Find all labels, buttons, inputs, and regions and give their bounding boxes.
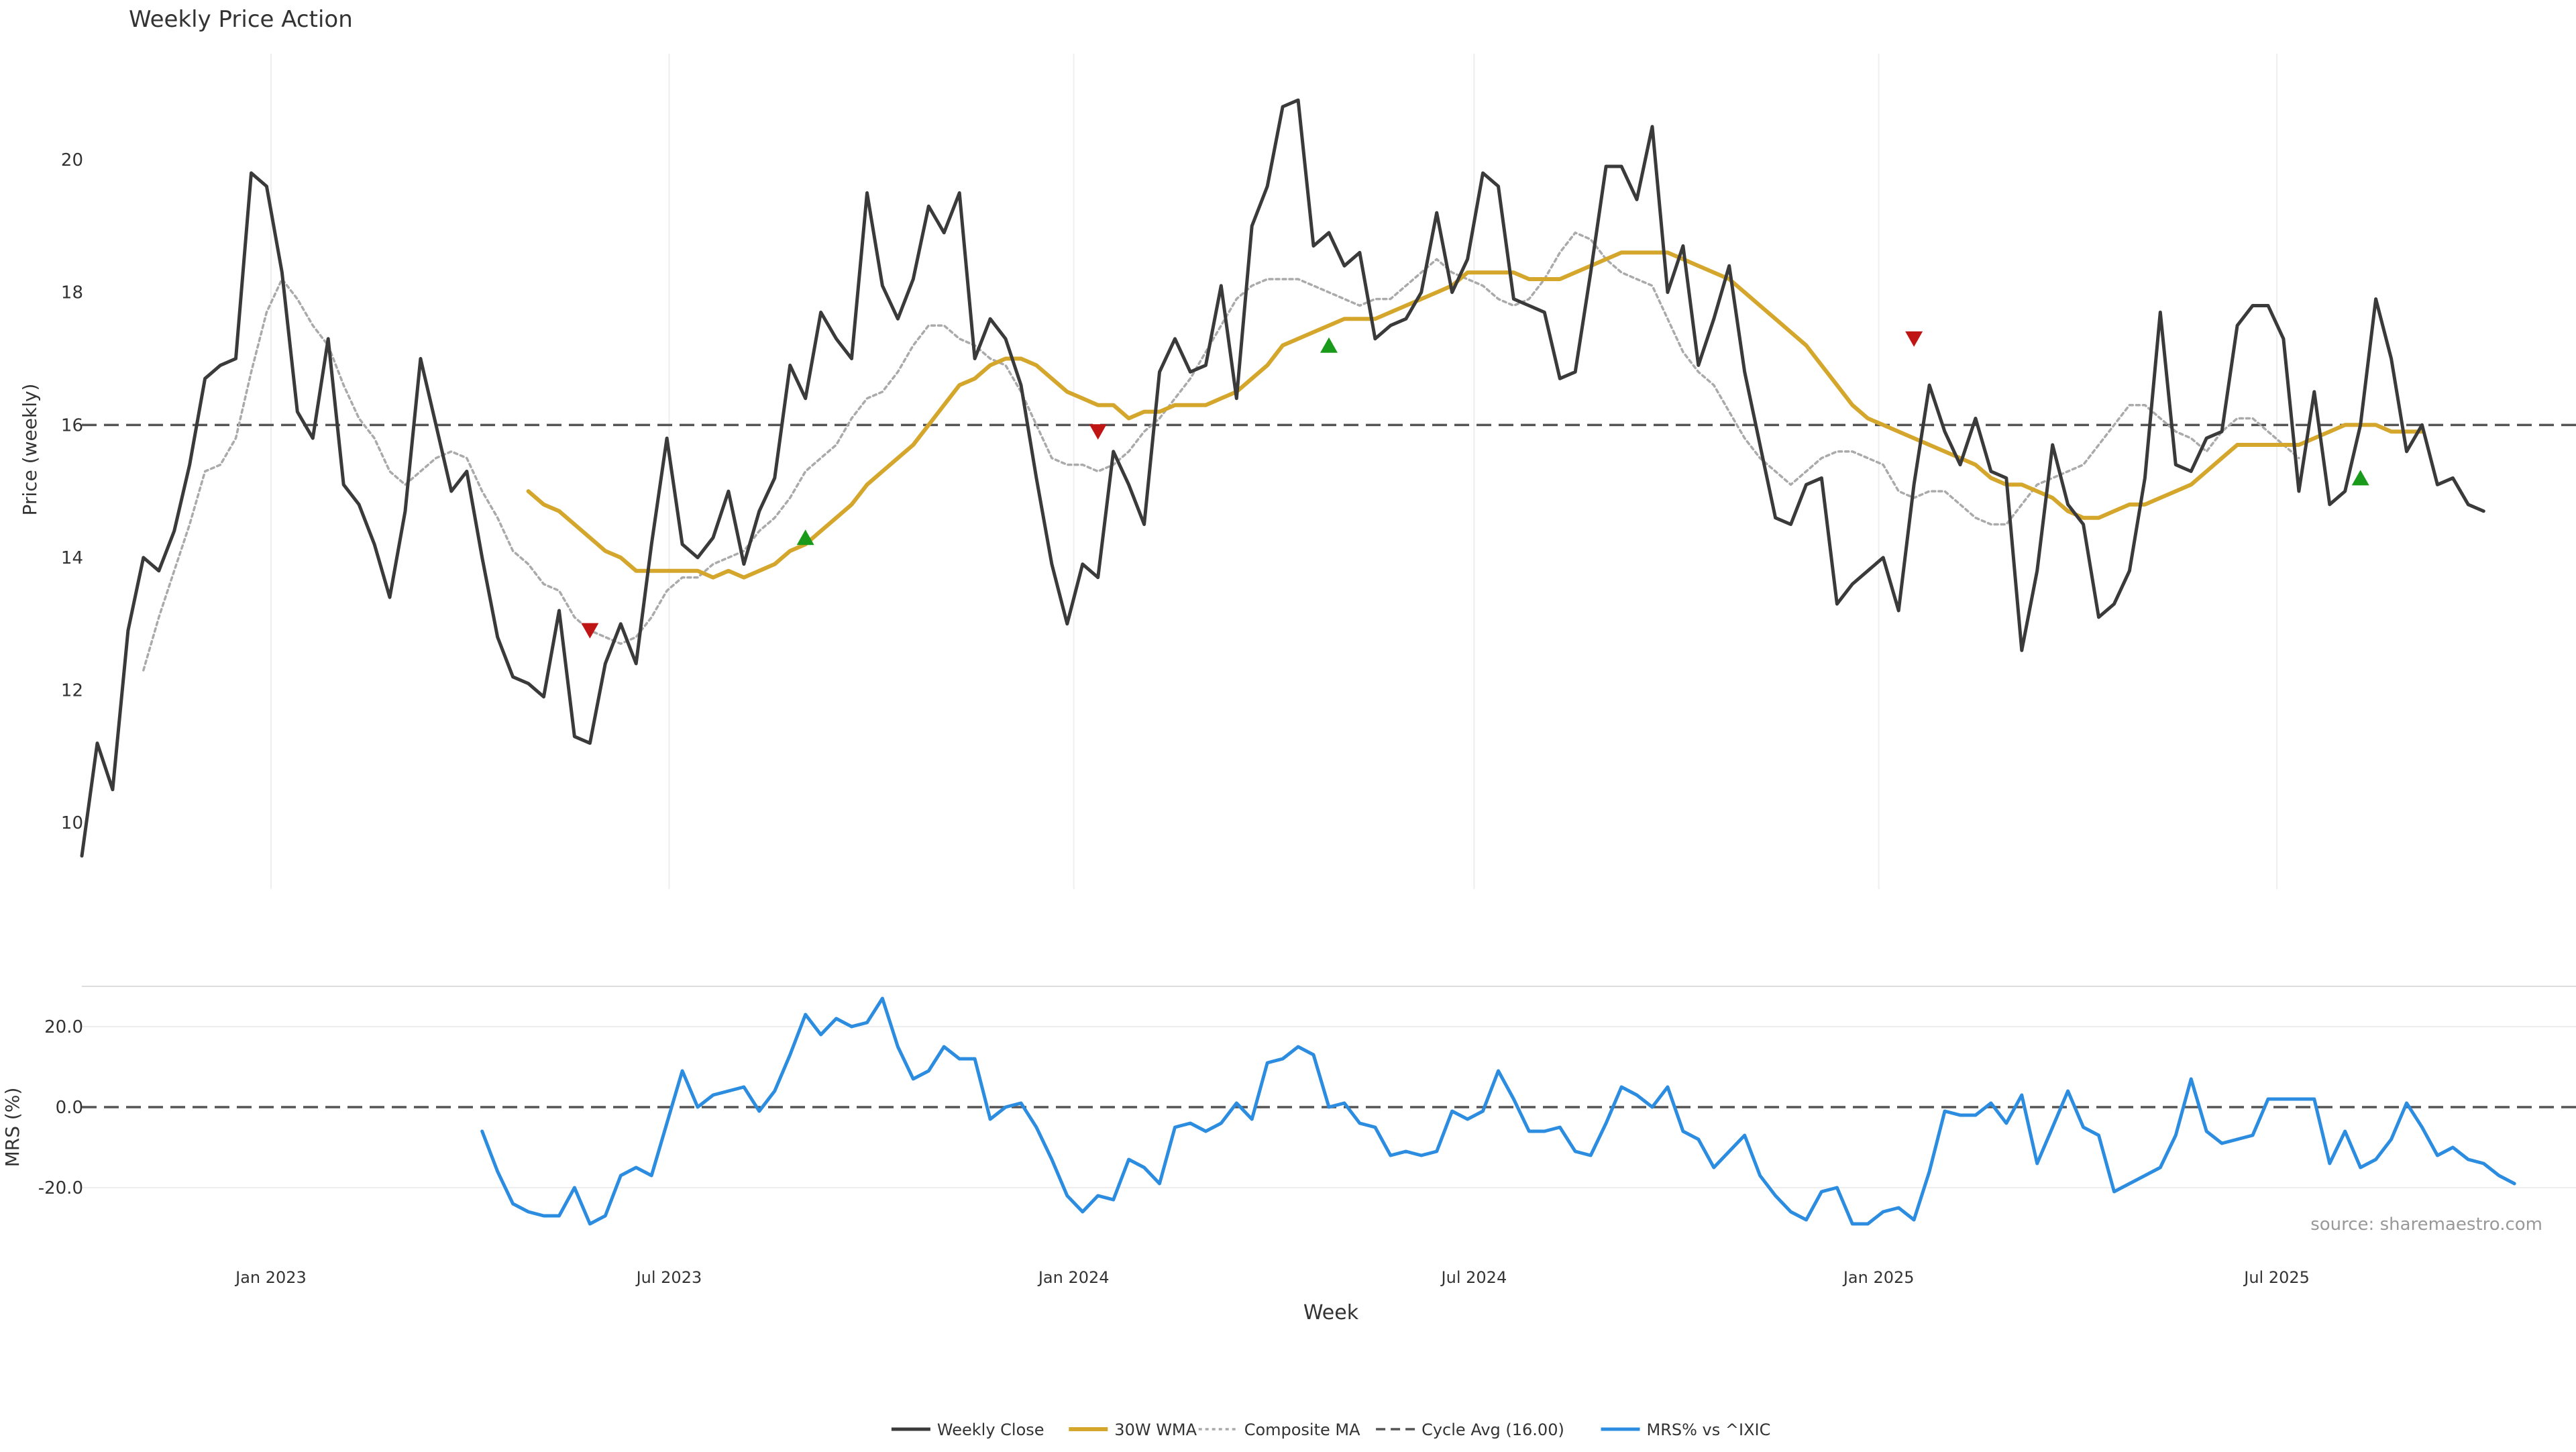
x-tick-label: Jan 2025	[1842, 1268, 1915, 1287]
price-axis-label: Price (weekly)	[19, 384, 41, 516]
x-tick-label: Jul 2024	[1440, 1268, 1507, 1287]
price-y-tick-label: 16	[61, 415, 83, 435]
buy-signal-marker	[1320, 337, 1338, 353]
mrs-axis-label: MRS (%)	[1, 1088, 23, 1168]
chart-title: Weekly Price Action	[129, 6, 353, 33]
mrs-line	[480, 996, 2516, 1226]
buy-signal-marker	[2351, 470, 2369, 486]
legend-item-composite-ma-label: Composite MA	[1244, 1420, 1360, 1439]
wma-30w-line	[526, 250, 2424, 580]
mrs-y-tick-label: -20.0	[38, 1178, 83, 1198]
sell-signal-marker	[1905, 331, 1923, 347]
legend: Weekly Close 30W WMA Composite MA Cycle Avg…	[891, 1420, 1771, 1439]
legend-item-weekly-close-label: Weekly Close	[937, 1420, 1044, 1439]
price-y-tick-label: 10	[61, 813, 83, 833]
price-y-tick-label: 14	[61, 548, 83, 568]
x-tick-label: Jan 2023	[234, 1268, 307, 1287]
sell-signal-marker	[581, 623, 599, 639]
price-y-tick-label: 12	[61, 681, 83, 701]
sell-signal-marker	[1089, 424, 1107, 440]
mrs-y-tick-label: 0.0	[56, 1098, 83, 1118]
buy-signal-marker	[796, 529, 814, 546]
x-tick-label: Jan 2024	[1037, 1268, 1110, 1287]
legend-item-mrs-label: MRS% vs ^IXIC	[1647, 1420, 1771, 1439]
source-note: source: sharemaestro.com	[2310, 1214, 2542, 1235]
mrs-y-tick-label: 20.0	[44, 1017, 83, 1037]
price-y-tick-label: 18	[61, 283, 83, 303]
legend-item-wma-label: 30W WMA	[1114, 1420, 1197, 1439]
price-y-tick-label: 20	[61, 150, 83, 170]
weekly-close-line	[80, 98, 2485, 858]
x-tick-label: Jul 2023	[635, 1268, 702, 1287]
x-tick-label: Jul 2025	[2243, 1268, 2310, 1287]
legend-item-cycle-avg-label: Cycle Avg (16.00)	[1421, 1420, 1564, 1439]
x-axis-label: Week	[1303, 1301, 1359, 1325]
composite-ma-line	[142, 231, 2300, 672]
